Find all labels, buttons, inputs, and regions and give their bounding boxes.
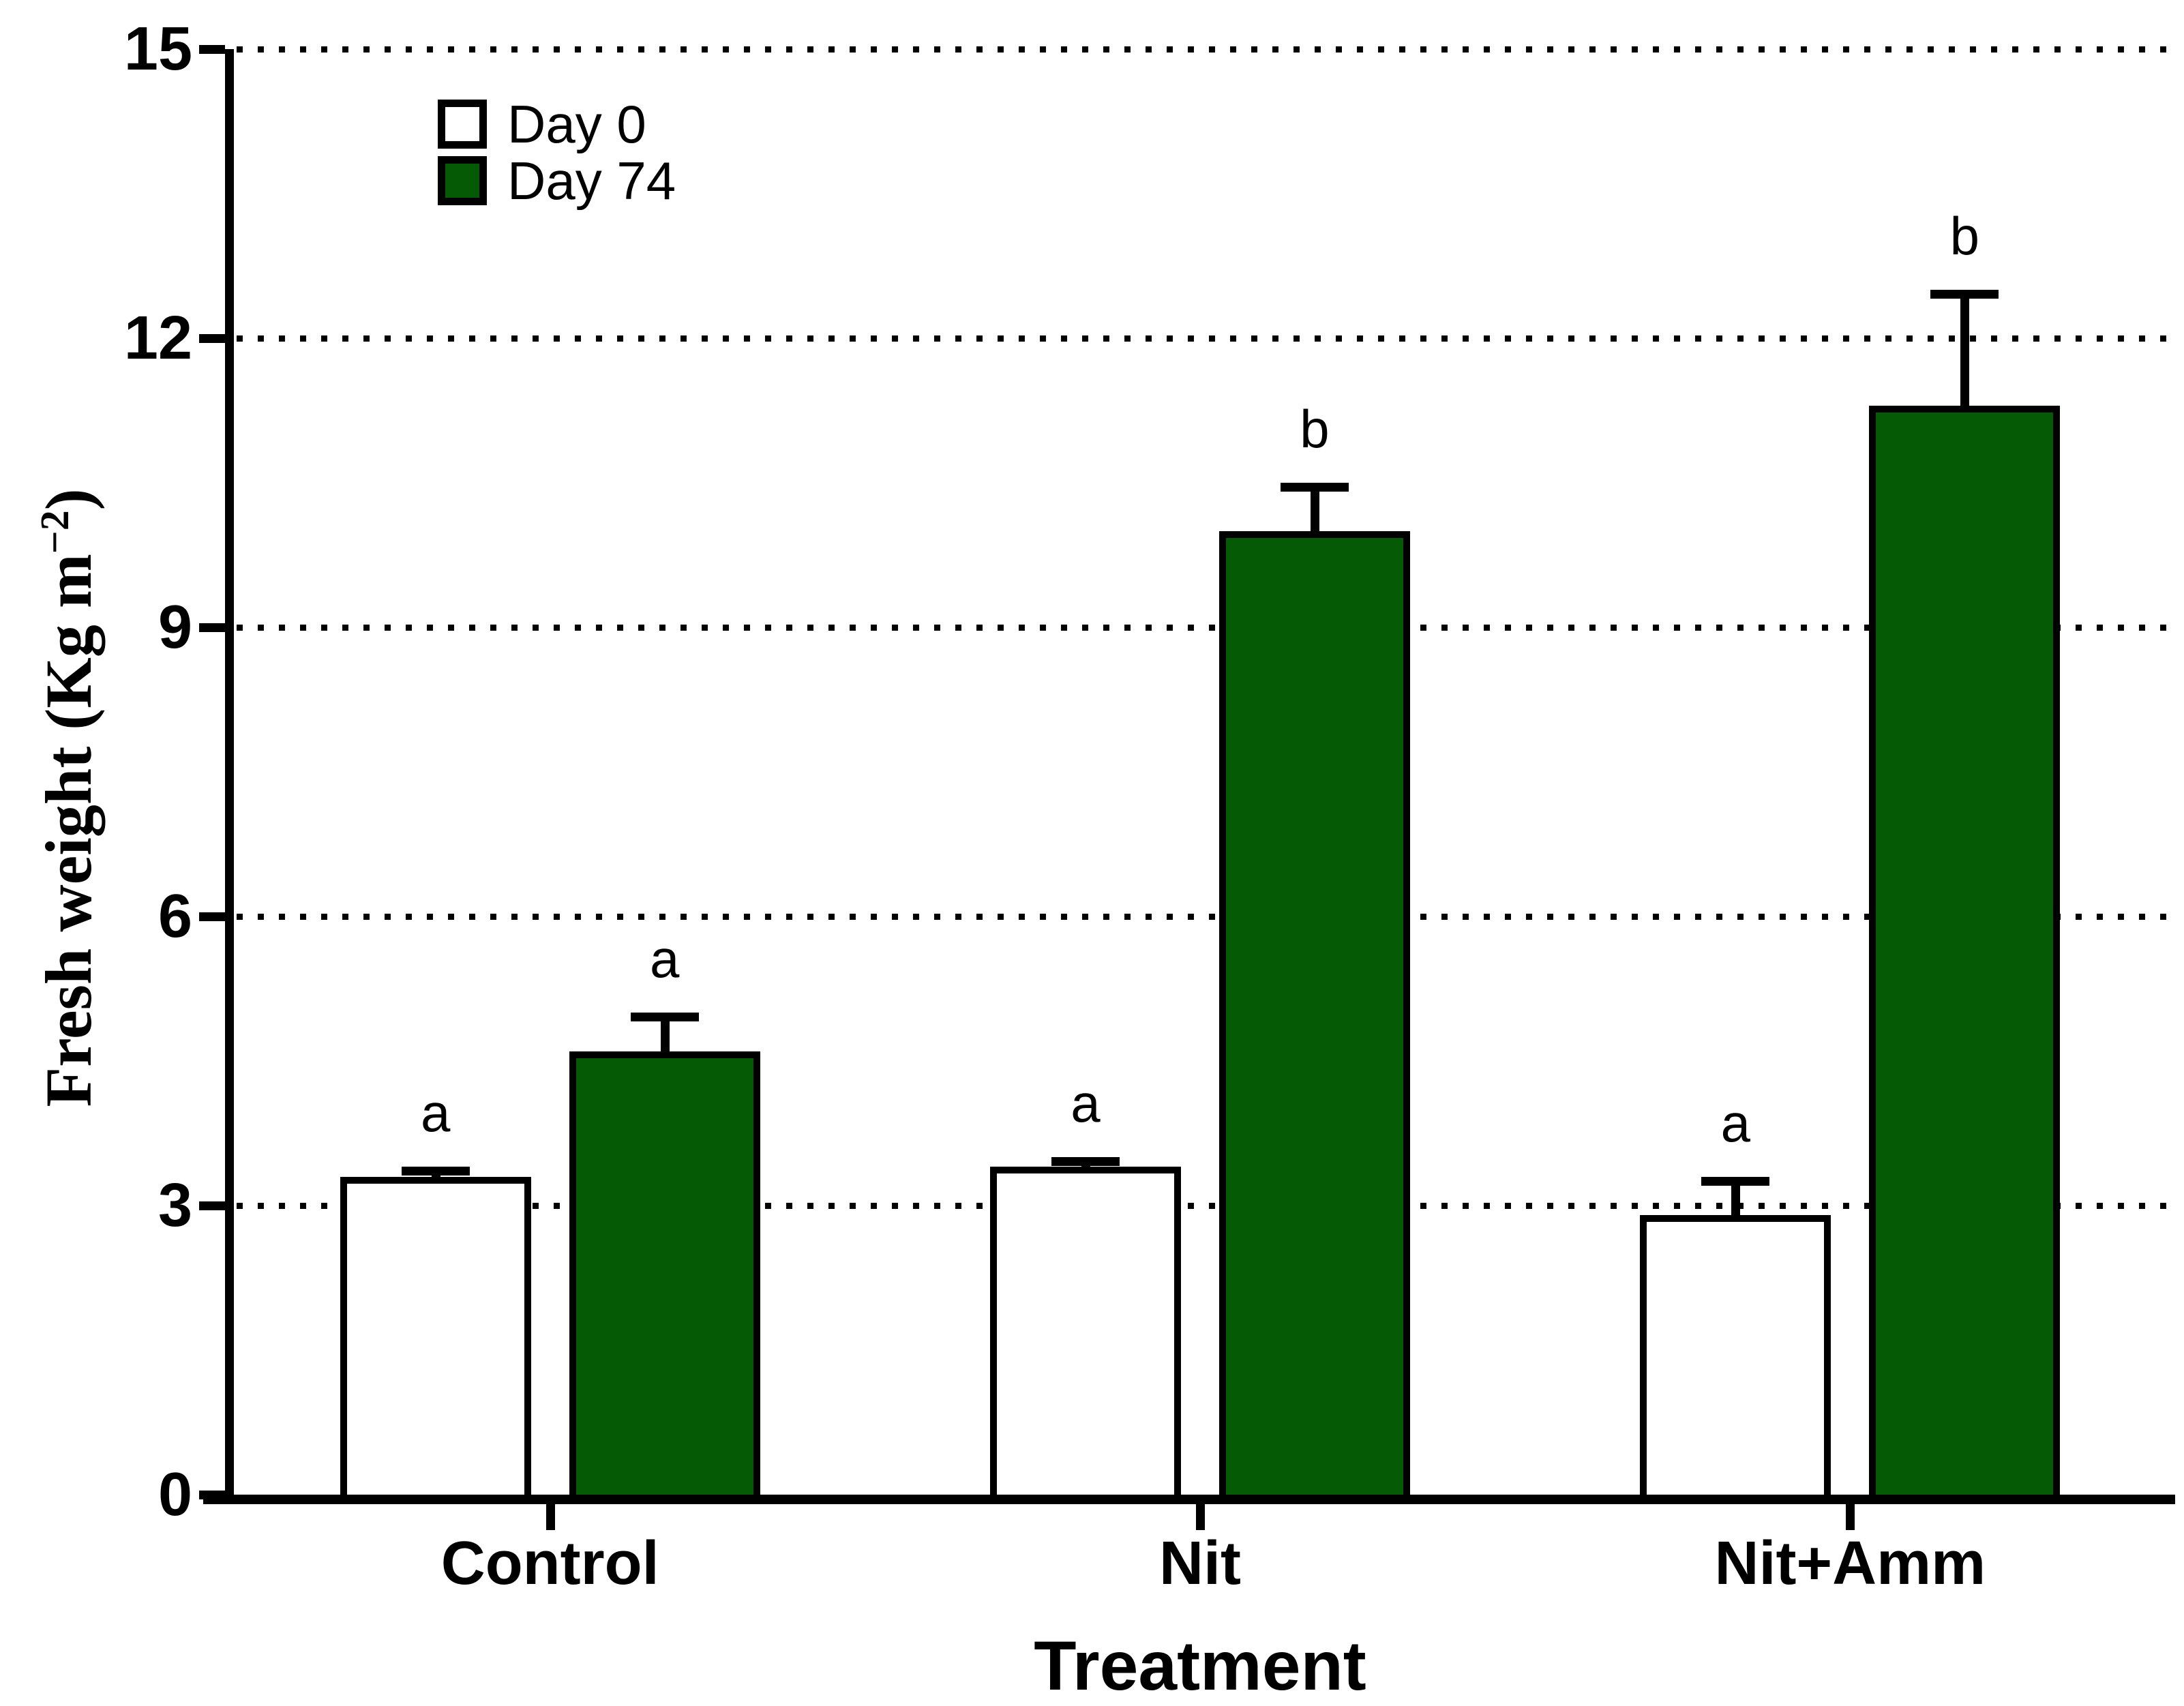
y-tick-label-3: 3 xyxy=(158,1171,192,1240)
y-axis-title: Fresh weight (Kg m−2) xyxy=(32,488,105,1107)
significance-letter: a xyxy=(649,929,680,989)
legend-row: Day 74 xyxy=(438,151,676,211)
error-bar-cap xyxy=(630,1013,699,1022)
y-axis-tick-12 xyxy=(199,334,225,343)
bar-day0-nitamm xyxy=(1640,1215,1831,1503)
y-axis-tick-9 xyxy=(199,623,225,632)
gridline-y3 xyxy=(237,1203,2175,1209)
x-axis-line xyxy=(203,1495,2175,1504)
x-axis-title: Treatment xyxy=(1034,1627,1366,1705)
significance-letter: a xyxy=(1071,1073,1101,1134)
x-category-label-1: Nit xyxy=(1159,1529,1241,1598)
error-bar-stem xyxy=(1311,483,1319,531)
error-bar-cap xyxy=(401,1167,470,1176)
y-axis-tick-3 xyxy=(199,1201,225,1210)
legend-label: Day 0 xyxy=(507,94,646,154)
significance-letter: a xyxy=(1720,1092,1751,1153)
gridline-y6 xyxy=(237,914,2175,920)
significance-letter: a xyxy=(420,1083,451,1143)
significance-letter: b xyxy=(1300,399,1330,459)
error-bar-stem xyxy=(1731,1176,1741,1216)
y-tick-label-12: 12 xyxy=(123,304,192,372)
y-axis-title-superscript: −2 xyxy=(32,510,77,554)
y-tick-label-0: 0 xyxy=(158,1461,192,1529)
x-axis-tick-1 xyxy=(1196,1504,1205,1530)
bar-day74-nit xyxy=(1219,530,1410,1503)
legend-swatch-icon xyxy=(438,156,487,205)
gridline-y12 xyxy=(237,335,2175,342)
bar-day74-control xyxy=(569,1051,760,1503)
legend-swatch-icon xyxy=(438,100,487,149)
legend-label: Day 74 xyxy=(507,151,676,211)
x-axis-tick-0 xyxy=(545,1504,555,1530)
error-bar-cap xyxy=(1930,290,1999,299)
legend: Day 0 Day 74 xyxy=(438,94,676,213)
y-tick-label-9: 9 xyxy=(158,593,192,661)
y-tick-label-15: 15 xyxy=(123,15,192,83)
y-axis-title-suffix: ) xyxy=(32,488,105,511)
bar-day0-control xyxy=(340,1176,531,1503)
gridline-y9 xyxy=(237,625,2175,631)
error-bar-stem xyxy=(1960,290,1970,406)
error-bar-stem xyxy=(660,1013,670,1051)
error-bar-cap xyxy=(1051,1157,1120,1167)
y-axis-tick-6 xyxy=(199,912,225,921)
error-bar-cap xyxy=(1701,1176,1770,1186)
y-axis-tick-15 xyxy=(199,45,225,54)
y-tick-label-6: 6 xyxy=(158,882,192,951)
x-category-label-0: Control xyxy=(440,1529,659,1598)
legend-row: Day 0 xyxy=(438,94,676,154)
bar-day74-nitamm xyxy=(1869,405,2061,1503)
x-category-label-2: Nit+Amm xyxy=(1714,1529,1986,1598)
x-axis-tick-2 xyxy=(1846,1504,1855,1530)
bar-day0-nit xyxy=(990,1167,1181,1503)
significance-letter: b xyxy=(1949,206,1980,267)
y-axis-line xyxy=(225,49,234,1504)
error-bar-cap xyxy=(1281,483,1349,492)
gridline-y15 xyxy=(237,46,2175,53)
